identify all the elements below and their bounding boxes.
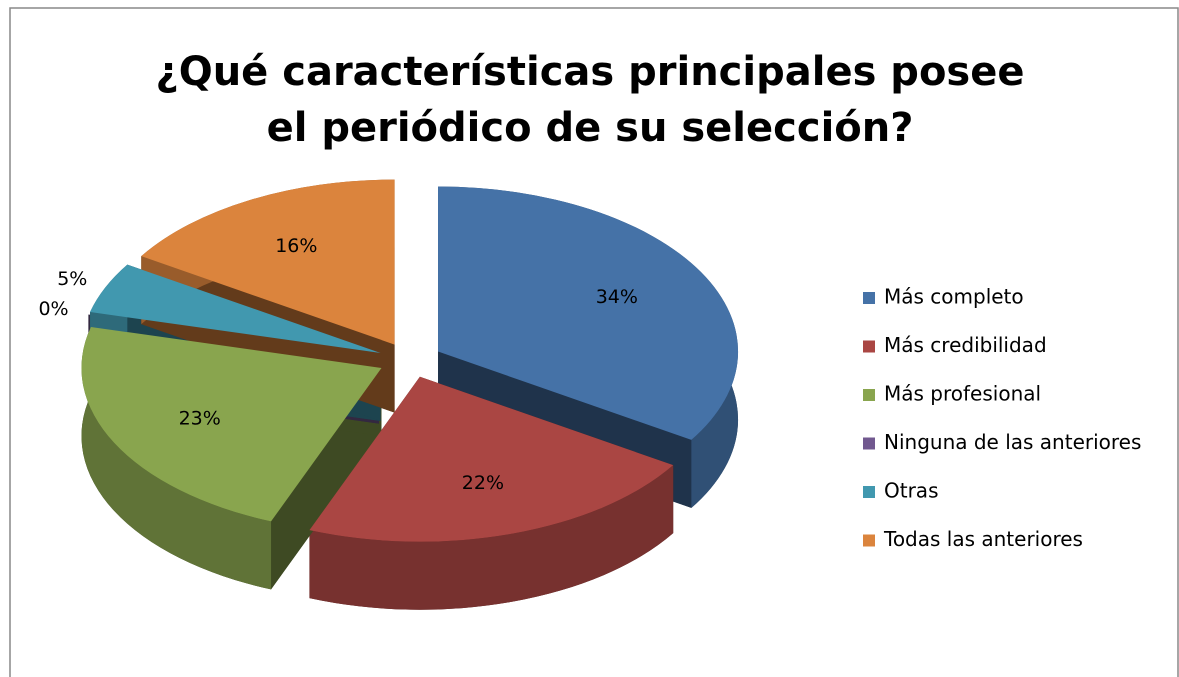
legend-swatch (863, 486, 875, 498)
data-label: 5% (57, 268, 87, 290)
data-label: 16% (275, 235, 317, 257)
data-label: 34% (596, 286, 638, 308)
legend-swatch (863, 389, 875, 401)
pie-tops (81, 179, 739, 542)
slice-top (438, 186, 739, 440)
slice-top (81, 326, 382, 522)
legend-label: Más credibilidad (884, 333, 1047, 357)
legend-label: Más completo (884, 285, 1024, 309)
legend-label: Ninguna de las anteriores (884, 430, 1141, 454)
slice-top (90, 264, 381, 354)
slice-outer (309, 465, 674, 610)
legend-label: Otras (884, 479, 938, 503)
slice-top (141, 179, 395, 345)
legend-swatch (863, 340, 875, 353)
legend-label: Todas las anteriores (883, 527, 1083, 551)
legend-swatch (863, 292, 875, 304)
chart-title: ¿Qué características principales posee el… (156, 49, 1025, 151)
slice-top (309, 376, 674, 542)
legend-swatch (863, 437, 875, 450)
data-label: 23% (179, 407, 221, 429)
legend-swatch (863, 534, 875, 547)
data-label: 22% (462, 472, 504, 494)
data-label: 0% (38, 298, 68, 320)
legend-label: Más profesional (884, 382, 1041, 406)
slice-outer (81, 326, 272, 590)
